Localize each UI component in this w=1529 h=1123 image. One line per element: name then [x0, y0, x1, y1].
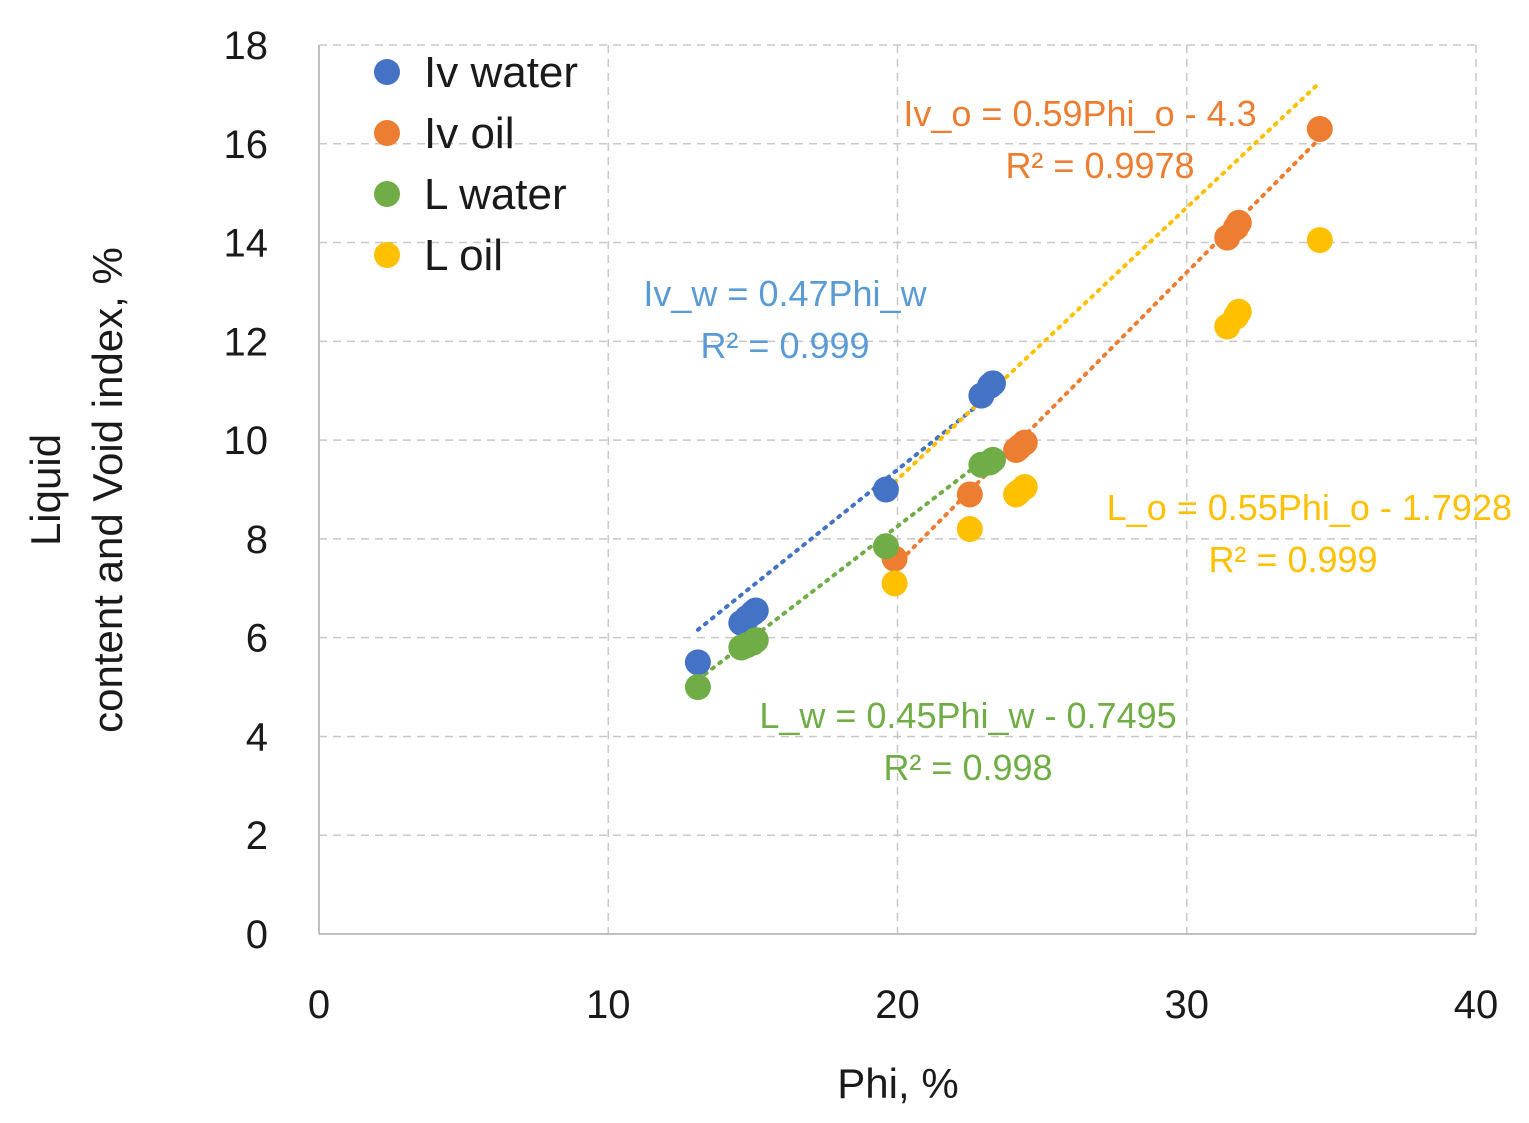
iv-oil-legend-marker	[374, 120, 400, 146]
l-oil-r2: R² = 0.999	[1208, 539, 1377, 580]
iv-oil-legend-label: Iv oil	[424, 109, 514, 158]
l-water-legend-label: L water	[424, 170, 567, 219]
iv-oil-point	[1306, 115, 1333, 142]
l-oil-trendline	[892, 80, 1322, 485]
y-tick-label: 18	[224, 24, 269, 68]
y-axis-title-line-2: content and Void index, %	[84, 247, 131, 733]
y-tick-label: 12	[224, 320, 269, 364]
x-tick-label: 30	[1165, 983, 1210, 1027]
iv-water-trendline	[695, 391, 995, 632]
l-oil-legend-marker	[374, 242, 400, 268]
y-tick-label: 14	[224, 222, 269, 266]
axes	[318, 45, 1476, 935]
y-tick-label: 6	[246, 617, 268, 661]
iv-water-legend-label: Iv water	[424, 48, 578, 97]
y-tick-label: 10	[224, 419, 269, 463]
iv-oil-point	[1011, 429, 1038, 456]
l-water-legend-marker	[374, 181, 400, 207]
iv-water-r2: R² = 0.999	[700, 325, 869, 366]
l-oil-point	[1306, 227, 1333, 254]
y-tick-label: 16	[224, 123, 269, 167]
iv-oil-r2: R² = 0.9978	[1005, 145, 1194, 186]
l-oil-legend-label: L oil	[424, 231, 503, 280]
x-tick-label: 0	[308, 983, 330, 1027]
iv-water-point	[872, 476, 899, 503]
l-water-point	[979, 446, 1006, 473]
gridlines	[319, 44, 1477, 934]
y-tick-label: 0	[246, 913, 268, 957]
iv-water-point	[684, 649, 711, 676]
l-oil-point	[881, 570, 908, 597]
iv-water-equation: Iv_w = 0.47Phi_w	[643, 273, 927, 314]
data-points	[684, 115, 1333, 701]
iv-water-legend-marker	[374, 59, 400, 85]
l-water-point	[684, 674, 711, 701]
y-tick-label: 8	[246, 518, 268, 562]
x-tick-label: 20	[875, 983, 920, 1027]
iv-oil-point	[956, 481, 983, 508]
l-water-point	[742, 627, 769, 654]
iv-oil-equation: Iv_o = 0.59Phi_o - 4.3	[903, 93, 1256, 134]
y-tick-label: 2	[246, 814, 268, 858]
x-tick-label: 40	[1454, 983, 1499, 1027]
y-axis-title-line-1: Liquid	[22, 434, 69, 546]
l-water-r2: R² = 0.998	[883, 747, 1052, 788]
tick-labels: 0 2 4 6 8 10 12 14 16 18 0 10 20 30 40	[224, 24, 1499, 1027]
l-oil-point	[1225, 298, 1252, 325]
x-tick-label: 10	[586, 983, 631, 1027]
legend: Iv water Iv oil L water L oil	[374, 48, 578, 280]
y-tick-label: 4	[246, 715, 268, 759]
l-water-point	[872, 533, 899, 560]
x-axis-title: Phi, %	[837, 1060, 958, 1107]
l-water-equation: L_w = 0.45Phi_w - 0.7495	[759, 695, 1176, 736]
iv-water-point	[979, 370, 1006, 397]
iv-water-point	[742, 597, 769, 624]
l-oil-equation: L_o = 0.55Phi_o - 1.7928	[1107, 487, 1512, 528]
l-oil-point	[1011, 474, 1038, 501]
l-oil-point	[956, 516, 983, 543]
iv-oil-point	[1225, 209, 1252, 236]
